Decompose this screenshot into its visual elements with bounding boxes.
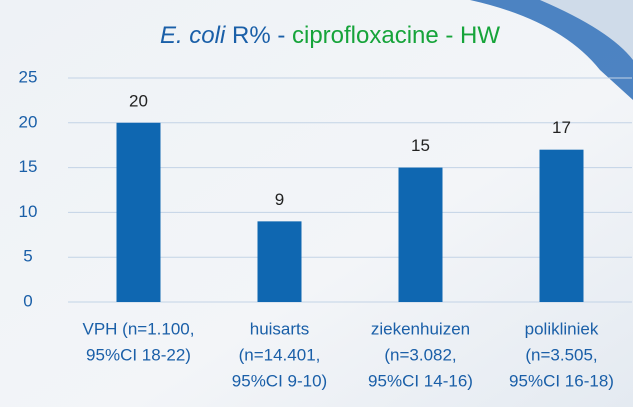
- y-tick-label: 5: [23, 247, 32, 266]
- x-tick-label: huisarts: [250, 319, 310, 338]
- value-label: 15: [411, 136, 430, 155]
- x-tick-label: 95%CI 9-10): [232, 371, 327, 390]
- x-tick-label: (n=3.505,: [525, 345, 597, 364]
- bar: [540, 150, 584, 302]
- x-tick-label: 95%CI 16-18): [509, 371, 614, 390]
- y-tick-label: 20: [19, 112, 38, 131]
- title-part: ciprofloxacine - HW: [292, 22, 500, 49]
- title-part: R% -: [225, 22, 292, 49]
- y-tick-label: 15: [19, 157, 38, 176]
- x-tick-label: (n=14.401,: [239, 345, 321, 364]
- x-tick-label: VPH (n=1.100,: [83, 319, 195, 338]
- value-label: 9: [275, 190, 284, 209]
- chart: E. coli R% - ciprofloxacine - HW 0 5 10 15 2…: [0, 0, 633, 407]
- value-label: 20: [129, 91, 148, 110]
- chart-title: E. coli R% - ciprofloxacine - HW: [160, 22, 500, 49]
- title-part: E. coli: [160, 22, 226, 49]
- bar: [399, 168, 443, 302]
- x-tick-label: polikliniek: [525, 319, 599, 338]
- x-tick-label: 95%CI 14-16): [368, 371, 473, 390]
- x-tick-label: 95%CI 18-22): [86, 345, 191, 364]
- y-tick-label: 0: [23, 291, 32, 310]
- x-tick-label: ziekenhuizen: [371, 319, 470, 338]
- bar: [258, 221, 302, 302]
- y-tick-label: 10: [19, 202, 38, 221]
- bar: [117, 123, 161, 302]
- x-tick-label: (n=3.082,: [384, 345, 456, 364]
- y-tick-label: 25: [19, 67, 38, 86]
- value-label: 17: [552, 118, 571, 137]
